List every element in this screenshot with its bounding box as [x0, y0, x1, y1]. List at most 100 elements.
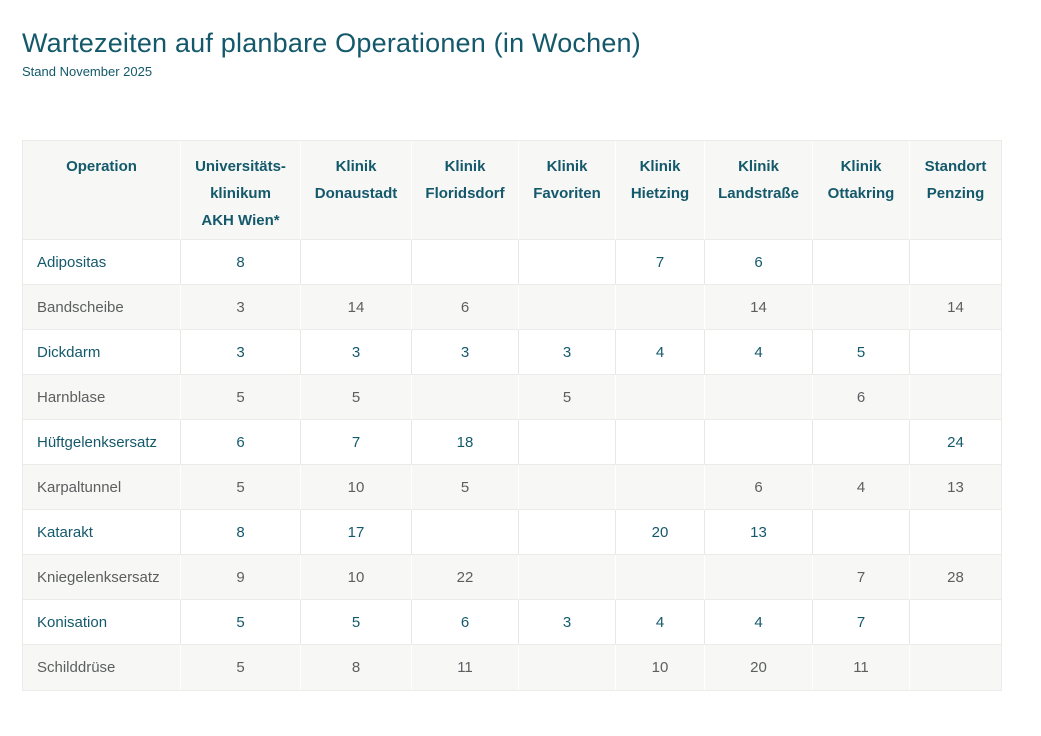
value-cell [910, 600, 1001, 645]
header-line: Ottakring [827, 185, 895, 202]
value-cell: 4 [705, 600, 813, 645]
value-cell: 7 [813, 555, 910, 600]
value-cell: 8 [181, 240, 301, 285]
header-line: Favoriten [533, 185, 601, 202]
header-line: Klinik [639, 158, 681, 175]
table-row: Katarakt 8 17 20 13 [23, 510, 1001, 555]
column-header: Klinik Donaustadt [301, 141, 412, 240]
value-cell: 3 [301, 330, 412, 375]
column-header: Standort Penzing [910, 141, 1001, 240]
operation-cell: Schilddrüse [23, 645, 181, 690]
operation-cell: Katarakt [23, 510, 181, 555]
value-cell [519, 645, 616, 690]
operation-cell: Dickdarm [23, 330, 181, 375]
operation-cell: Hüftgelenksersatz [23, 420, 181, 465]
header-line: Operation [66, 158, 137, 175]
value-cell: 5 [412, 465, 519, 510]
table-row: Dickdarm 3 3 3 3 4 4 5 [23, 330, 1001, 375]
table-header-row: Operation Universitäts-klinikum AKH Wien* K… [23, 141, 1001, 240]
table-row: Harnblase 5 5 5 6 [23, 375, 1001, 420]
value-cell: 5 [181, 465, 301, 510]
value-cell [813, 285, 910, 330]
table-body: Adipositas 8 7 6 Bandscheibe 3 14 6 14 14 Dickdarm… [23, 240, 1001, 690]
header-line: Hietzing [630, 185, 690, 202]
column-header: Klinik Ottakring [813, 141, 910, 240]
value-cell: 10 [301, 465, 412, 510]
value-cell: 14 [705, 285, 813, 330]
value-cell: 24 [910, 420, 1001, 465]
value-cell [910, 330, 1001, 375]
value-cell: 20 [616, 510, 705, 555]
page-title: Wartezeiten auf planbare Operationen (in… [22, 28, 641, 58]
value-cell: 11 [412, 645, 519, 690]
value-cell [519, 240, 616, 285]
value-cell [301, 240, 412, 285]
table-row: Konisation 5 5 6 3 4 4 7 [23, 600, 1001, 645]
value-cell: 3 [181, 330, 301, 375]
value-cell: 14 [910, 285, 1001, 330]
value-cell: 6 [705, 240, 813, 285]
header-line: Klinik [738, 158, 779, 175]
header-line: Floridsdorf [425, 185, 505, 202]
column-header: Klinik Floridsdorf [412, 141, 519, 240]
value-cell [910, 645, 1001, 690]
value-cell: 17 [301, 510, 412, 555]
column-header: Universitäts-klinikum AKH Wien* [181, 141, 301, 240]
value-cell [616, 420, 705, 465]
value-cell: 4 [616, 330, 705, 375]
value-cell: 22 [412, 555, 519, 600]
value-cell: 5 [181, 645, 301, 690]
table-row: Kniegelenksersatz 9 10 22 7 28 [23, 555, 1001, 600]
value-cell [705, 375, 813, 420]
value-cell: 4 [705, 330, 813, 375]
value-cell [412, 375, 519, 420]
value-cell: 6 [813, 375, 910, 420]
value-cell [813, 510, 910, 555]
value-cell [519, 510, 616, 555]
value-cell: 5 [181, 600, 301, 645]
column-header: Klinik Landstraße [705, 141, 813, 240]
operation-cell: Adipositas [23, 240, 181, 285]
value-cell: 7 [616, 240, 705, 285]
operation-cell: Kniegelenksersatz [23, 555, 181, 600]
page-container: Wartezeiten auf planbare Operationen (in… [22, 28, 1002, 691]
value-cell: 13 [910, 465, 1001, 510]
value-cell [519, 285, 616, 330]
value-cell: 3 [519, 330, 616, 375]
value-cell [412, 240, 519, 285]
value-cell [910, 510, 1001, 555]
table-row: Hüftgelenksersatz 6 7 18 24 [23, 420, 1001, 465]
table-row: Karpaltunnel 5 10 5 6 4 13 [23, 465, 1001, 510]
table-row: Adipositas 8 7 6 [23, 240, 1001, 285]
value-cell [813, 420, 910, 465]
value-cell [519, 555, 616, 600]
value-cell: 4 [813, 465, 910, 510]
value-cell [705, 420, 813, 465]
value-cell: 13 [705, 510, 813, 555]
column-header: Operation [23, 141, 181, 240]
value-cell [910, 240, 1001, 285]
value-cell: 3 [412, 330, 519, 375]
header-line: Klinik [444, 158, 486, 175]
value-cell: 9 [181, 555, 301, 600]
header-line: Standort [924, 158, 987, 175]
value-cell: 11 [813, 645, 910, 690]
value-cell: 4 [616, 600, 705, 645]
value-cell: 6 [412, 285, 519, 330]
value-cell: 10 [301, 555, 412, 600]
value-cell [616, 285, 705, 330]
header-line: Universitäts- [195, 158, 286, 175]
value-cell: 28 [910, 555, 1001, 600]
value-cell: 5 [181, 375, 301, 420]
value-cell: 5 [519, 375, 616, 420]
column-header: Klinik Favoriten [519, 141, 616, 240]
value-cell: 7 [813, 600, 910, 645]
operation-cell: Harnblase [23, 375, 181, 420]
value-cell [616, 375, 705, 420]
value-cell: 3 [519, 600, 616, 645]
waiting-times-table: Operation Universitäts-klinikum AKH Wien* K… [22, 140, 1002, 691]
value-cell: 6 [705, 465, 813, 510]
table-row: Schilddrüse 5 8 11 10 20 11 [23, 645, 1001, 690]
value-cell: 5 [813, 330, 910, 375]
value-cell [705, 555, 813, 600]
